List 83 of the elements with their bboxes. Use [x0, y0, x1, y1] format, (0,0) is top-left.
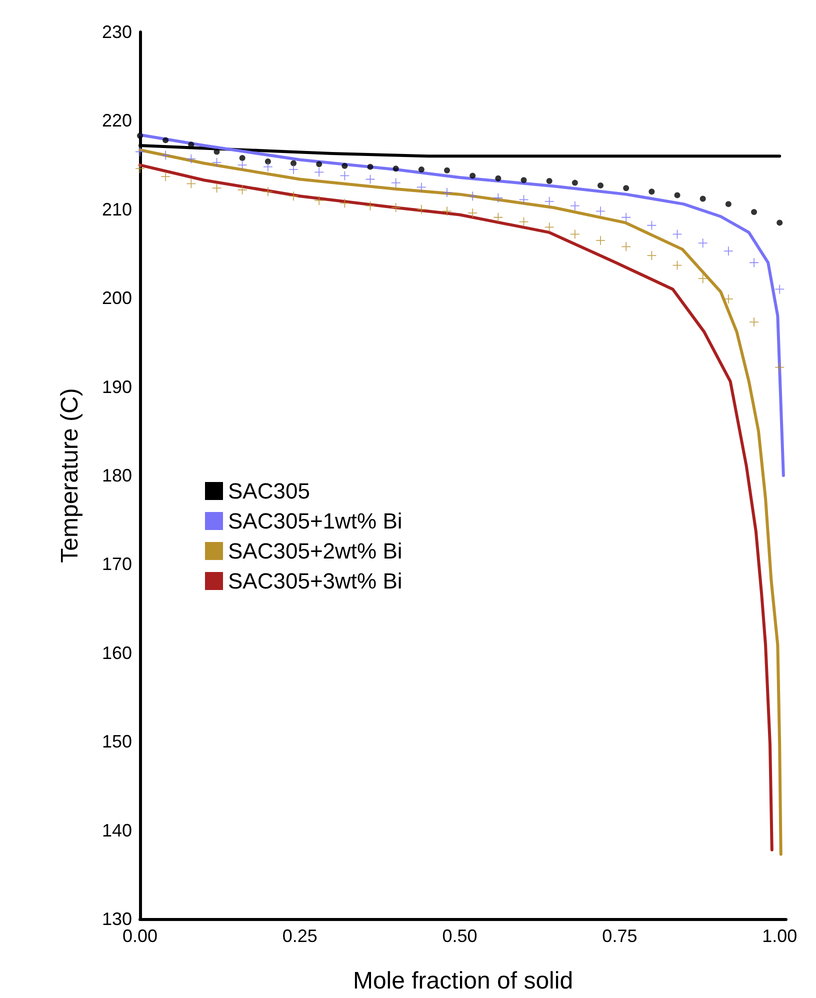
y-tick-label: 180: [102, 466, 132, 486]
point: [239, 154, 246, 161]
legend-label: SAC305: [228, 478, 310, 504]
y-tick-label: 230: [102, 22, 132, 42]
x-tick-label: 1.00: [762, 926, 798, 946]
x-tick-label: 0.00: [122, 926, 158, 946]
point: [162, 137, 169, 144]
point: [137, 132, 143, 139]
y-tick-label: 190: [102, 376, 132, 397]
point: [596, 206, 606, 216]
y-tick-label: 200: [102, 288, 132, 308]
point: [161, 172, 170, 182]
point: [238, 160, 247, 170]
point: [238, 185, 247, 194]
x-tick-label: 0.75: [602, 926, 638, 946]
point: [444, 167, 450, 174]
point: [648, 188, 655, 195]
y-axis-title: Temperature (C): [56, 388, 84, 563]
point: [263, 162, 272, 172]
y-tick-label: 140: [102, 820, 132, 840]
point: [674, 192, 680, 198]
point: [470, 172, 476, 179]
point: [263, 187, 272, 196]
point: [468, 192, 478, 201]
point: [289, 192, 298, 201]
point: [316, 161, 322, 168]
point: [340, 198, 350, 208]
y-tick-label: 150: [102, 732, 132, 752]
point: [468, 208, 478, 218]
point: [314, 196, 324, 206]
y-tick-label: 210: [102, 199, 132, 220]
point: [544, 196, 554, 206]
point: [136, 164, 144, 174]
point: [647, 220, 656, 230]
point: [546, 178, 552, 184]
point: [392, 166, 399, 172]
point: [724, 246, 733, 256]
point: [520, 177, 527, 184]
y-tick-label: 160: [102, 642, 132, 663]
legend-label: SAC305+3wt% Bi: [228, 568, 402, 594]
point: [367, 164, 374, 170]
point: [416, 204, 426, 214]
point: [494, 193, 503, 202]
point: [596, 236, 606, 245]
point: [698, 274, 708, 284]
point: [186, 179, 196, 188]
y-tick-label: 220: [102, 110, 132, 131]
point: [700, 196, 706, 202]
point: [442, 206, 452, 216]
point: [750, 258, 759, 268]
y-tick-label: 170: [102, 554, 132, 574]
y-tick-label: 130: [102, 909, 132, 929]
point: [186, 154, 196, 164]
point: [622, 212, 631, 222]
legend-label: SAC305+1wt% Bi: [228, 508, 402, 534]
point: [750, 318, 759, 327]
point: [442, 188, 452, 198]
point: [495, 175, 502, 182]
point: [572, 180, 578, 186]
point: [698, 238, 708, 248]
point: [647, 251, 656, 260]
point: [725, 201, 732, 208]
point: [776, 220, 783, 226]
point: [598, 182, 604, 188]
point: [623, 185, 630, 192]
point: [494, 212, 503, 222]
point: [342, 162, 348, 169]
point: [264, 158, 271, 164]
point: [751, 209, 758, 216]
point: [391, 203, 400, 212]
x-tick-label: 0.25: [282, 926, 318, 946]
point: [340, 171, 350, 180]
x-tick-label: 0.50: [442, 926, 478, 946]
point: [544, 222, 554, 232]
point: [314, 168, 324, 177]
point: [214, 148, 220, 155]
legend-label: SAC305+2wt% Bi: [228, 538, 402, 564]
point: [289, 164, 298, 174]
x-axis-title: Mole fraction of solid: [352, 968, 574, 994]
point: [622, 242, 631, 252]
point: [290, 160, 297, 166]
point: [570, 201, 580, 210]
point: [418, 166, 424, 172]
